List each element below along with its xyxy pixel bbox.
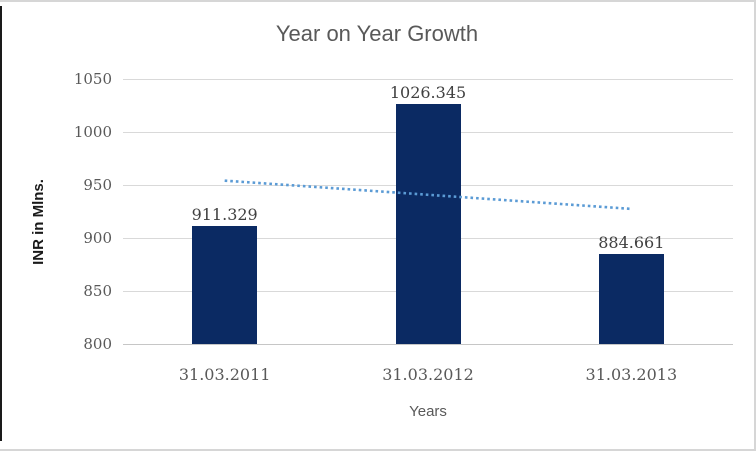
bar <box>395 104 461 344</box>
y-tick-label: 1000 <box>73 123 112 141</box>
y-tick-label: 1050 <box>73 70 112 88</box>
bar <box>192 225 258 344</box>
bar <box>598 254 664 344</box>
bar-data-label: 884.661 <box>598 233 665 253</box>
y-tick-label: 900 <box>83 229 112 247</box>
y-tick-label: 950 <box>83 176 112 194</box>
y-axis-title: INR in Mlns. <box>30 179 47 265</box>
x-axis-title: Years <box>409 403 447 420</box>
gridline <box>123 343 733 345</box>
bar-data-label: 1026.345 <box>389 83 467 103</box>
left-edge-border <box>0 6 2 441</box>
y-tick-label: 800 <box>83 335 112 353</box>
gridline <box>123 78 733 80</box>
x-category-label: 31.03.2012 <box>382 365 474 384</box>
y-tick-label: 850 <box>83 282 112 300</box>
bar-data-label: 911.329 <box>191 204 258 224</box>
x-category-label: 31.03.2011 <box>178 365 271 384</box>
chart-title: Year on Year Growth <box>275 21 479 46</box>
x-category-label: 31.03.2013 <box>585 365 678 384</box>
